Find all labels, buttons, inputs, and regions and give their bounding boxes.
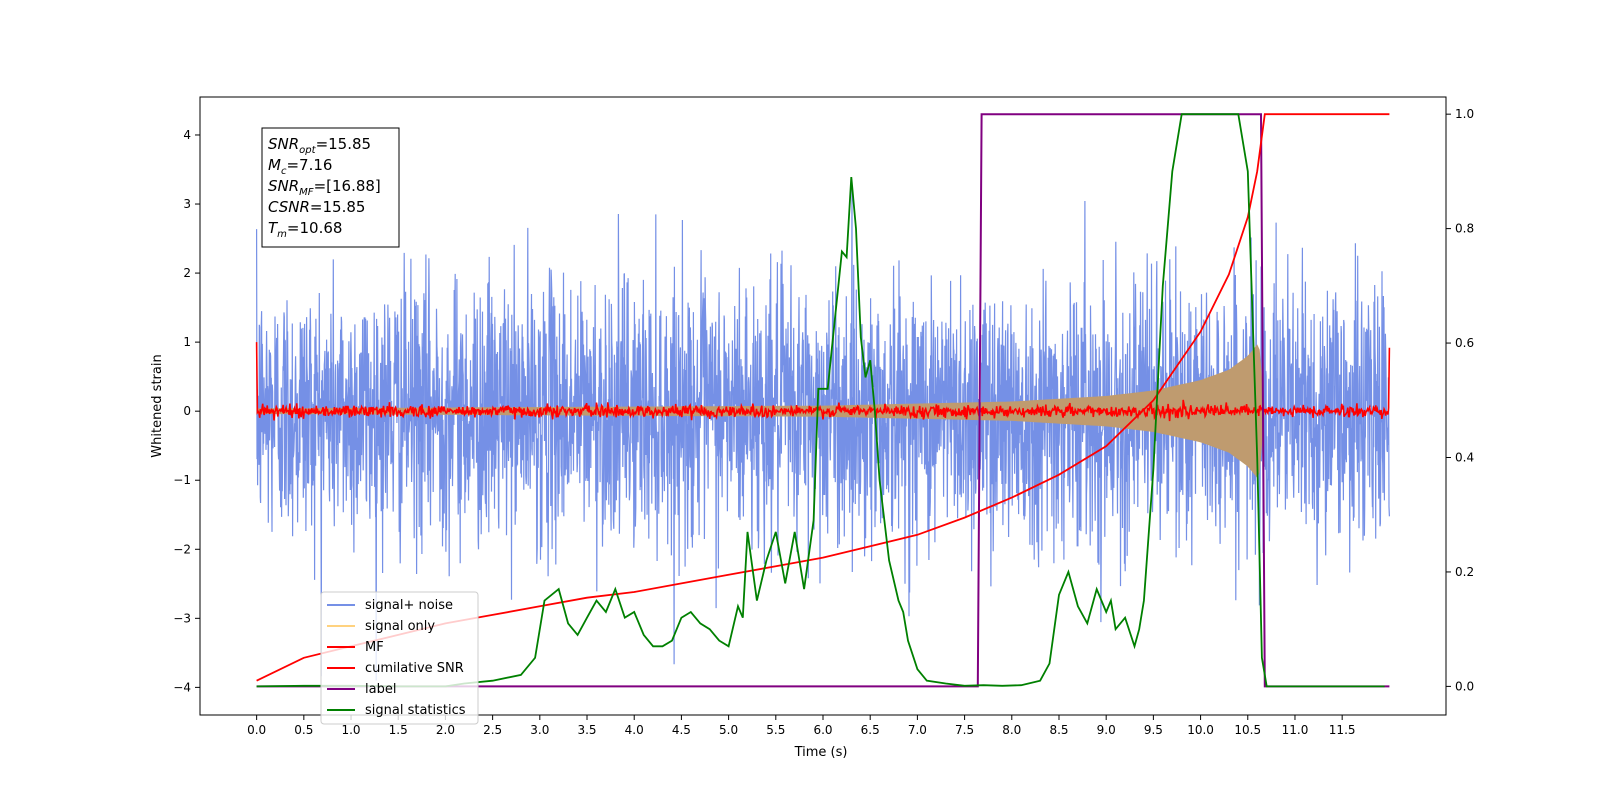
- legend-label: MF: [365, 640, 384, 655]
- x-tick-label: 6.0: [813, 723, 832, 737]
- x-tick-label: 1.5: [389, 723, 408, 737]
- x-tick-label: 0.0: [247, 723, 266, 737]
- y-tick-label: 0: [183, 404, 191, 418]
- x-tick-label: 4.0: [625, 723, 644, 737]
- annotation-line: Mc=7.16: [268, 156, 332, 177]
- y2-axis-ticks: 0.0 0.2 0.4 0.6 0.8 1.0: [1446, 107, 1474, 693]
- series-mf-line: [255, 342, 1391, 422]
- x-tick-label: 2.0: [436, 723, 455, 737]
- x-tick-label: 0.5: [294, 723, 313, 737]
- x-tick-label: 9.0: [1097, 723, 1116, 737]
- x-tick-label: 8.5: [1049, 723, 1068, 737]
- annotation-line: SNRopt=15.85: [268, 135, 371, 156]
- x-tick-label: 3.5: [577, 723, 596, 737]
- annotation-line: SNRMF=[16.88]: [268, 177, 381, 198]
- x-tick-label: 7.5: [955, 723, 974, 737]
- x-tick-label: 10.5: [1234, 723, 1261, 737]
- y-tick-label: −1: [173, 473, 191, 487]
- x-tick-label: 8.0: [1002, 723, 1021, 737]
- legend-label: label: [365, 682, 396, 697]
- y-tick-label: 2: [183, 266, 191, 280]
- x-tick-label: 6.5: [861, 723, 880, 737]
- y2-tick-label: 0.4: [1455, 451, 1474, 465]
- y2-tick-label: 0.6: [1455, 336, 1474, 350]
- y-tick-label: 1: [183, 335, 191, 349]
- y2-tick-label: 0.8: [1455, 222, 1474, 236]
- series-signal-noise-line: [256, 186, 1390, 681]
- series-signal-statistics-line: [256, 113, 1385, 688]
- legend-label: signal only: [365, 619, 435, 634]
- legend-label: cumilative SNR: [365, 661, 464, 676]
- x-tick-label: 11.0: [1282, 723, 1309, 737]
- x-tick-label: 7.0: [908, 723, 927, 737]
- y2-tick-label: 0.2: [1455, 565, 1474, 579]
- x-tick-label: 9.5: [1144, 723, 1163, 737]
- plot-area: [255, 113, 1391, 688]
- y-tick-label: −4: [173, 680, 191, 694]
- x-tick-label: 4.5: [672, 723, 691, 737]
- x-tick-label: 3.0: [530, 723, 549, 737]
- annotation-line: Tm=10.68: [268, 219, 342, 240]
- y2-tick-label: 1.0: [1455, 107, 1474, 121]
- x-axis-ticks: 0.0 0.5 1.0 1.5 2.0 2.5 3.0 3.5 4.0 4.5 5.0 5.5 6.0 6…: [247, 715, 1356, 737]
- legend-label: signal statistics: [365, 703, 466, 718]
- y-tick-label: −3: [173, 611, 191, 625]
- x-tick-label: 5.0: [719, 723, 738, 737]
- y-tick-label: −2: [173, 542, 191, 556]
- annotation-line: CSNR=15.85: [268, 198, 365, 216]
- y-axis-ticks: −4 −3 −2 −1 0 1 2 3 4: [173, 128, 200, 694]
- x-tick-label: 10.0: [1187, 723, 1214, 737]
- x-tick-label: 1.0: [341, 723, 360, 737]
- y2-tick-label: 0.0: [1455, 679, 1474, 693]
- y-tick-label: 4: [183, 128, 191, 142]
- legend: signal+ noise signal only MF cumilative SNR…: [320, 591, 479, 725]
- x-axis-label: Time (s): [794, 745, 848, 760]
- x-tick-label: 11.5: [1329, 723, 1356, 737]
- legend-label: signal+ noise: [365, 598, 453, 613]
- y-axis-label: Whitened strain: [150, 354, 165, 457]
- x-tick-label: 2.5: [483, 723, 502, 737]
- x-tick-label: 5.5: [766, 723, 785, 737]
- y-tick-label: 3: [183, 197, 191, 211]
- stats-annotation-box: SNRopt=15.85Mc=7.16SNRMF=[16.88]CSNR=15.…: [261, 127, 400, 248]
